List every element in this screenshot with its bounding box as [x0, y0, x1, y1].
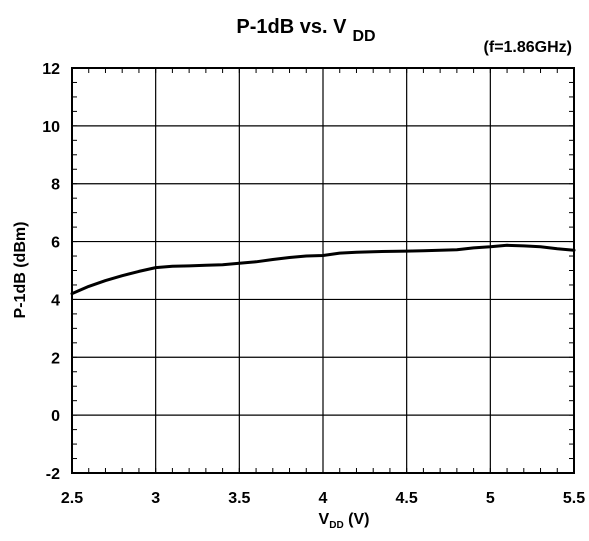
x-tick-label: 4.5 [396, 490, 418, 507]
y-tick-label: -2 [46, 466, 60, 483]
chart-title-subscript: DD [352, 28, 375, 45]
chart-title-main: P-1dB vs. V [236, 16, 347, 38]
x-tick-label: 2.5 [61, 490, 83, 507]
x-axis-label: VDD (V) [319, 511, 370, 531]
x-tick-label: 3.5 [228, 490, 250, 507]
x-tick-label: 4 [319, 490, 328, 507]
grid [72, 68, 574, 473]
series-layer [70, 243, 576, 296]
x-tick-labels: 2.5 3 3.5 4 4.5 5 5.5 [61, 490, 585, 507]
y-tick-label: 2 [51, 350, 60, 367]
y-tick-label: 0 [51, 408, 60, 425]
frequency-annotation: (f=1.86GHz) [484, 39, 572, 56]
y-axis-label: P-1dB (dBm) [12, 222, 29, 319]
y-tick-labels: -2 0 2 4 6 8 10 12 [42, 61, 60, 483]
x-tick-label: 5 [486, 490, 495, 507]
y-tick-label: 12 [42, 61, 60, 78]
x-tick-label: 3 [151, 490, 160, 507]
y-tick-label: 4 [51, 292, 60, 309]
y-tick-label: 10 [42, 119, 60, 136]
plot-frame [71, 67, 575, 474]
series-line-0 [70, 243, 576, 296]
chart-title: P-1dB vs. V DD [236, 16, 375, 45]
x-tick-label: 5.5 [563, 490, 585, 507]
y-tick-label: 8 [51, 177, 60, 194]
y-tick-label: 6 [51, 235, 60, 252]
